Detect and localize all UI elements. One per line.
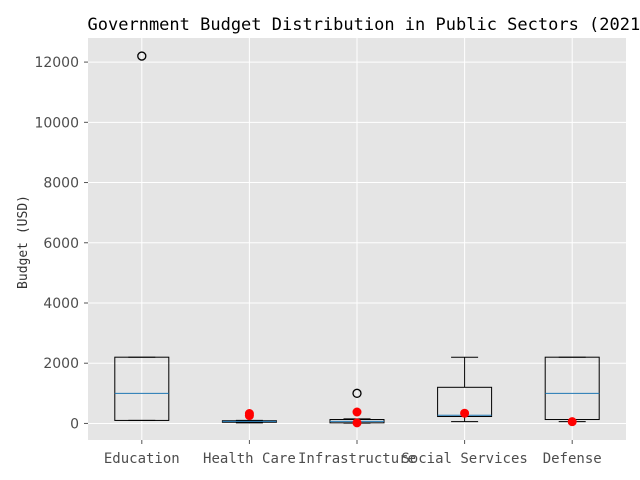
y-tick-label: 10000 <box>34 115 79 131</box>
x-tick-label: Infrastructure <box>298 451 416 467</box>
x-tick-label: Social Services <box>401 451 527 467</box>
y-tick-label: 6000 <box>43 236 79 252</box>
x-axis-ticks: Education Health Care InfrastructureSocial… <box>104 440 602 467</box>
y-axis-label: Budget (USD) <box>16 195 31 289</box>
chart-title: Government Budget Distribution in Public… <box>88 15 640 35</box>
outlier-point <box>352 388 362 398</box>
y-tick-label: 8000 <box>43 176 79 192</box>
x-tick-label: Education <box>104 451 180 467</box>
box-education <box>114 51 170 421</box>
y-tick-label: 4000 <box>43 296 79 312</box>
y-axis-ticks: 0 2000 4000 6000 8000 10000 12000 <box>34 55 88 432</box>
x-tick-label: Health Care <box>203 451 296 467</box>
y-tick-label: 2000 <box>43 356 79 372</box>
highlight-point <box>352 407 362 417</box>
highlight-point <box>567 417 577 427</box>
highlight-point <box>352 418 362 428</box>
box-body <box>114 356 170 421</box>
highlight-point <box>460 408 470 418</box>
highlight-point <box>244 409 254 419</box>
y-tick-label: 0 <box>70 416 79 432</box>
boxes <box>114 51 600 428</box>
x-tick-label: Defense <box>543 451 602 467</box>
outlier-point <box>137 51 147 61</box>
box-health-care <box>221 419 277 424</box>
y-tick-label: 12000 <box>34 55 79 71</box>
